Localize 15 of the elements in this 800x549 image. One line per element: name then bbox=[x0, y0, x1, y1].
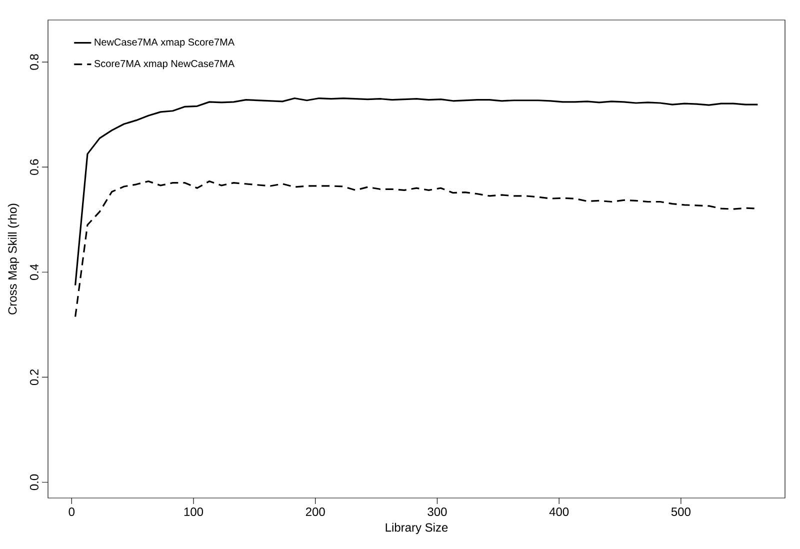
x-tick-label: 0 bbox=[68, 508, 75, 516]
x-axis-title: Library Size bbox=[386, 522, 448, 534]
x-tick-label: 500 bbox=[671, 508, 690, 516]
x-tick-label: 200 bbox=[306, 508, 325, 516]
y-axis-title: Cross Map Skill (rho) bbox=[8, 204, 20, 314]
x-tick-label: 300 bbox=[428, 508, 447, 516]
y-tick-label: 0.8 bbox=[30, 54, 38, 70]
legend-label: NewCase7MA xmap Score7MA bbox=[94, 38, 235, 48]
legend-label: Score7MA xmap NewCase7MA bbox=[94, 60, 235, 70]
y-tick-label: 0.0 bbox=[30, 474, 38, 490]
y-tick-label: 0.4 bbox=[30, 264, 38, 280]
x-tick-label: 100 bbox=[184, 508, 204, 516]
y-tick-label: 0.2 bbox=[30, 369, 38, 386]
y-tick-label: 0.6 bbox=[30, 159, 38, 175]
x-tick-label: 400 bbox=[549, 508, 569, 516]
